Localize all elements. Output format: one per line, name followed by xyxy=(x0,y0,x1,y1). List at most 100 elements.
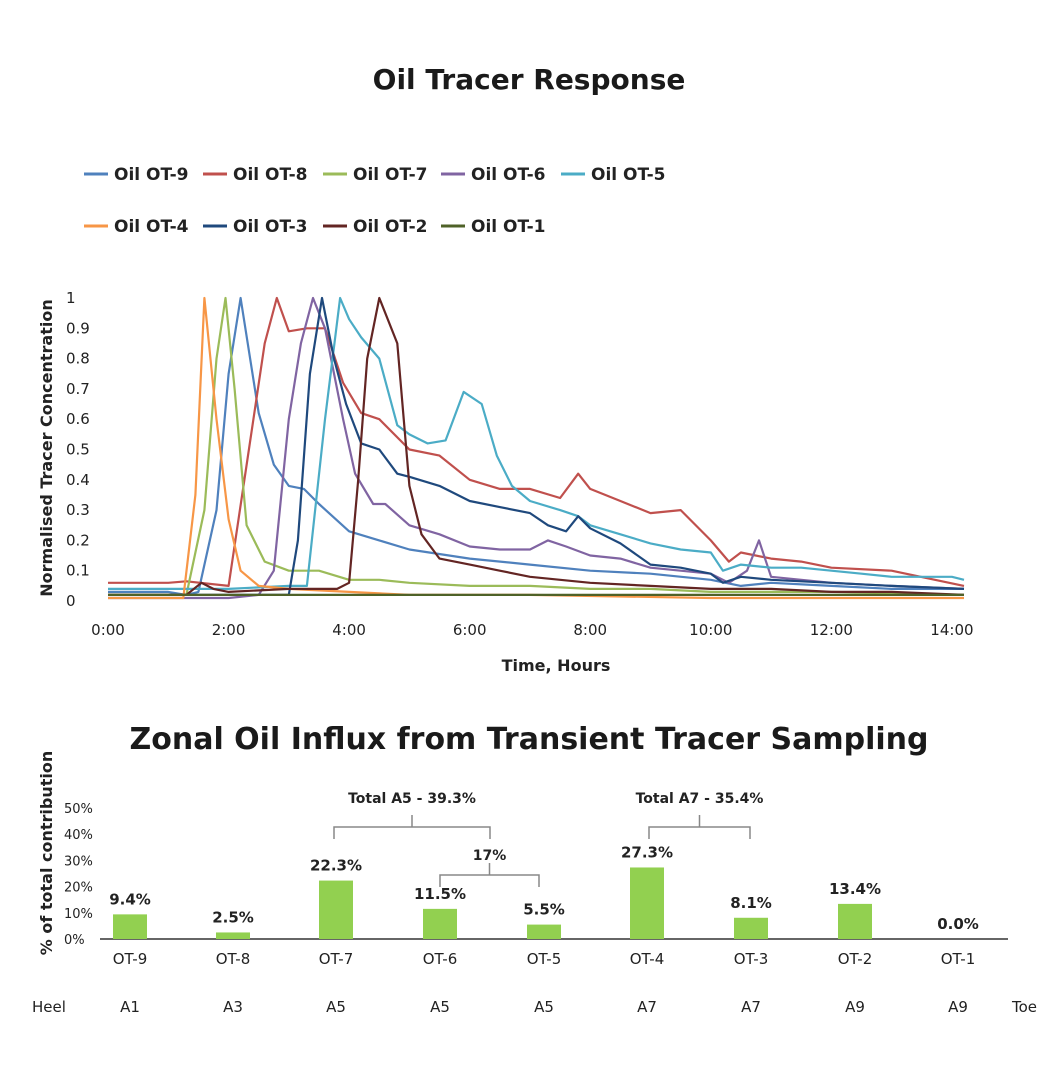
line-chart-title: Oil Tracer Response xyxy=(373,63,686,96)
y-tick-label: 0.1 xyxy=(66,562,90,580)
series-line xyxy=(108,296,965,597)
x-tick-label: 6:00 xyxy=(453,621,487,639)
category-label: OT-4 xyxy=(630,950,665,968)
zone-label: A5 xyxy=(534,998,554,1016)
bar xyxy=(838,903,872,939)
y-tick-label: 20% xyxy=(64,881,93,896)
y-tick-label: 0 xyxy=(66,592,76,610)
bracket-label: Total A5 - 39.3% xyxy=(348,791,476,807)
bar xyxy=(216,932,250,939)
bar xyxy=(113,914,147,939)
legend-label: Oil OT-6 xyxy=(471,165,545,185)
bar xyxy=(527,924,561,939)
bracket xyxy=(439,863,540,887)
zone-label: A9 xyxy=(948,998,968,1016)
y-tick-label: 40% xyxy=(64,828,93,843)
bar-value-label: 8.1% xyxy=(730,894,772,912)
category-label: OT-2 xyxy=(838,950,873,968)
category-label: OT-8 xyxy=(216,950,251,968)
line-chart: Oil Tracer Response Oil OT-9 Oil OT-8 Oil … xyxy=(37,63,974,675)
bar-value-label: 27.3% xyxy=(621,843,673,861)
line-chart-legend: Oil OT-9 Oil OT-8 Oil OT-7 Oil OT-6 Oil OT-5… xyxy=(84,165,665,237)
x-tick-label: 14:00 xyxy=(930,621,973,639)
category-label: OT-3 xyxy=(734,950,769,968)
legend-label: Oil OT-3 xyxy=(233,217,307,237)
series-line xyxy=(108,296,965,588)
bar-chart-brackets: Total A5 - 39.3% 17% Total A7 - 35.4% xyxy=(333,791,764,887)
zone-label: A1 xyxy=(120,998,140,1016)
legend-label: Oil OT-4 xyxy=(114,217,189,237)
y-tick-label: 0.5 xyxy=(66,441,90,459)
category-label: OT-5 xyxy=(527,950,562,968)
y-tick-label: 0.9 xyxy=(66,319,90,337)
bar-chart-y-axis-label: % of total contribution xyxy=(37,751,56,956)
zone-label: A5 xyxy=(326,998,346,1016)
bar xyxy=(734,917,768,939)
bar-chart-bars: 9.4% OT-9 A1 2.5% OT-8 A3 22.3% OT-7 A5 11.5% OT-6… xyxy=(109,843,979,1016)
series-line xyxy=(108,296,964,600)
series-line xyxy=(108,296,965,597)
line-chart-x-axis-label: Time, Hours xyxy=(502,656,611,675)
x-tick-label: 12:00 xyxy=(810,621,853,639)
line-chart-y-axis-label: Normalised Tracer Concentration xyxy=(37,299,56,596)
legend-label: Oil OT-7 xyxy=(353,165,427,185)
bar-value-label: 5.5% xyxy=(523,901,565,919)
y-tick-label: 0.8 xyxy=(66,350,90,368)
series-line xyxy=(108,296,965,591)
category-label: OT-9 xyxy=(113,950,148,968)
x-tick-label: 0:00 xyxy=(91,621,125,639)
legend-label: Oil OT-9 xyxy=(114,165,188,185)
bracket-label: Total A7 - 35.4% xyxy=(636,791,764,807)
bracket-label: 17% xyxy=(473,848,507,864)
legend-label: Oil OT-1 xyxy=(471,217,545,237)
legend-label: Oil OT-8 xyxy=(233,165,307,185)
bar xyxy=(630,867,664,939)
line-chart-y-ticks: 0 0.1 0.2 0.3 0.4 0.5 0.6 0.7 0.8 0.9 1 xyxy=(66,289,90,610)
toe-label: Toe xyxy=(1011,998,1037,1016)
legend-label: Oil OT-2 xyxy=(353,217,427,237)
y-tick-label: 30% xyxy=(64,854,93,869)
x-tick-label: 8:00 xyxy=(573,621,607,639)
category-label: OT-6 xyxy=(423,950,458,968)
y-tick-label: 50% xyxy=(64,802,93,817)
legend-label: Oil OT-5 xyxy=(591,165,665,185)
bar-value-label: 9.4% xyxy=(109,890,151,908)
series-line xyxy=(108,296,965,600)
x-tick-label: 2:00 xyxy=(212,621,246,639)
y-tick-label: 0.2 xyxy=(66,531,90,549)
bar xyxy=(423,908,457,939)
zone-label: A7 xyxy=(741,998,761,1016)
y-tick-label: 0.7 xyxy=(66,380,90,398)
category-label: OT-1 xyxy=(941,950,976,968)
line-chart-series xyxy=(108,296,965,600)
y-tick-label: 0.4 xyxy=(66,471,90,489)
y-tick-label: 0.3 xyxy=(66,501,90,519)
bar-value-label: 0.0% xyxy=(937,915,979,933)
bar-value-label: 22.3% xyxy=(310,857,362,875)
bracket xyxy=(333,815,491,839)
y-tick-label: 0.6 xyxy=(66,410,90,428)
zone-label: A3 xyxy=(223,998,243,1016)
zone-label: A7 xyxy=(637,998,657,1016)
bracket xyxy=(648,815,751,839)
y-tick-label: 1 xyxy=(66,289,76,307)
bar-chart-y-ticks: 0% 10% 20% 30% 40% 50% xyxy=(64,802,93,948)
bar xyxy=(319,880,353,939)
zone-label: A5 xyxy=(430,998,450,1016)
heel-label: Heel xyxy=(32,998,66,1016)
x-tick-label: 10:00 xyxy=(689,621,732,639)
bar-value-label: 2.5% xyxy=(212,908,254,926)
bar-chart: Zonal Oil Influx from Transient Tracer S… xyxy=(32,722,1037,1016)
y-tick-label: 10% xyxy=(64,907,93,922)
bar-value-label: 13.4% xyxy=(829,880,881,898)
line-chart-x-ticks: 0:00 2:00 4:00 6:00 8:00 10:00 12:00 14:00 xyxy=(91,621,973,639)
bar-chart-title: Zonal Oil Influx from Transient Tracer S… xyxy=(129,722,928,757)
bar-value-label: 11.5% xyxy=(414,885,466,903)
zone-label: A9 xyxy=(845,998,865,1016)
y-tick-label: 0% xyxy=(64,933,85,948)
x-tick-label: 4:00 xyxy=(332,621,366,639)
series-line xyxy=(108,296,964,597)
series-line xyxy=(108,296,965,597)
category-label: OT-7 xyxy=(319,950,354,968)
